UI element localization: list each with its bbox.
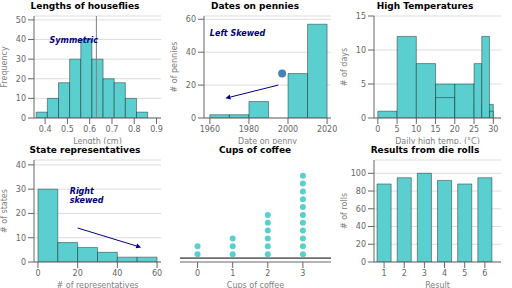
svg-text:Frequency: Frequency [8, 46, 9, 88]
svg-text:20: 20 [186, 81, 196, 90]
svg-text:0: 0 [21, 114, 26, 123]
svg-text:0.8: 0.8 [128, 125, 141, 134]
svg-text:40: 40 [112, 269, 122, 278]
svg-text:3: 3 [422, 269, 427, 278]
svg-text:0.4: 0.4 [39, 125, 52, 134]
svg-text:2000: 2000 [278, 125, 298, 134]
svg-text:60: 60 [186, 15, 196, 24]
svg-text:Cups of coffee: Cups of coffee [227, 281, 284, 288]
svg-text:0: 0 [191, 114, 196, 123]
svg-text:40: 40 [16, 161, 26, 170]
svg-text:15: 15 [356, 12, 366, 21]
svg-text:40: 40 [16, 35, 26, 44]
svg-text:3: 3 [300, 269, 305, 278]
html-text:High Temperatures: High Temperatures [376, 1, 474, 11]
html-text:Cups of coffee: Cups of coffee [218, 145, 292, 155]
svg-text:Symmetric: Symmetric [50, 36, 99, 45]
svg-text:0.6: 0.6 [83, 125, 96, 134]
svg-text:4: 4 [442, 269, 447, 278]
svg-text:0: 0 [375, 125, 380, 134]
svg-text:20: 20 [450, 125, 460, 134]
svg-text:5: 5 [395, 125, 400, 134]
svg-text:20: 20 [73, 269, 83, 278]
svg-text:80: 80 [356, 187, 366, 196]
svg-text:50: 50 [16, 16, 26, 25]
svg-text:1960: 1960 [200, 125, 220, 134]
svg-text:40: 40 [356, 222, 366, 231]
svg-text:# of representatives: # of representatives [56, 281, 138, 288]
svg-text:30: 30 [16, 55, 26, 64]
svg-text:# of states: # of states [8, 189, 9, 233]
svg-text:1980: 1980 [239, 125, 259, 134]
svg-text:0: 0 [361, 114, 366, 123]
svg-text:# of pennies: # of pennies [170, 42, 179, 93]
svg-text:20: 20 [16, 209, 26, 218]
svg-text:20: 20 [356, 240, 366, 249]
svg-text:60: 60 [152, 269, 162, 278]
html-text:State representatives: State representatives [29, 145, 141, 155]
svg-text:10: 10 [411, 125, 421, 134]
svg-text:0: 0 [21, 258, 26, 267]
svg-text:10: 10 [16, 234, 26, 243]
svg-text:0: 0 [35, 269, 40, 278]
svg-text:Result: Result [425, 281, 450, 288]
svg-text:15: 15 [430, 125, 440, 134]
svg-text:100: 100 [351, 169, 366, 178]
svg-text:1: 1 [230, 269, 235, 278]
svg-text:2020: 2020 [317, 125, 337, 134]
svg-text:0: 0 [361, 258, 366, 267]
svg-text:Left Skewed: Left Skewed [210, 29, 266, 38]
svg-text:6: 6 [482, 269, 487, 278]
svg-text:0.9: 0.9 [150, 125, 163, 134]
html-text:Dates on pennies: Dates on pennies [211, 1, 299, 11]
svg-text:60: 60 [356, 205, 366, 214]
svg-text:Rightskewed: Rightskewed [70, 187, 104, 205]
svg-text:20: 20 [16, 75, 26, 84]
svg-text:25: 25 [469, 125, 479, 134]
svg-text:1: 1 [382, 269, 387, 278]
svg-text:5: 5 [462, 269, 467, 278]
svg-text:30: 30 [488, 125, 498, 134]
svg-text:0.5: 0.5 [61, 125, 74, 134]
svg-text:5: 5 [361, 80, 366, 89]
svg-text:0: 0 [195, 269, 200, 278]
svg-text:0.7: 0.7 [106, 125, 119, 134]
svg-text:# of days: # of days [340, 48, 349, 86]
svg-text:2: 2 [265, 269, 270, 278]
svg-text:Length (cm): Length (cm) [73, 137, 122, 144]
html-text:Results from die rolls: Results from die rolls [370, 145, 480, 155]
svg-text:40: 40 [186, 48, 196, 57]
svg-text:30: 30 [16, 185, 26, 194]
html-text:Lengths of houseflies: Lengths of houseflies [30, 1, 140, 11]
svg-text:Daily high temp. (°C): Daily high temp. (°C) [395, 137, 480, 144]
svg-text:# of rolls: # of rolls [340, 193, 349, 229]
svg-text:10: 10 [16, 94, 26, 103]
svg-text:Date on penny: Date on penny [238, 137, 297, 144]
svg-text:2: 2 [402, 269, 407, 278]
svg-text:10: 10 [356, 46, 366, 55]
